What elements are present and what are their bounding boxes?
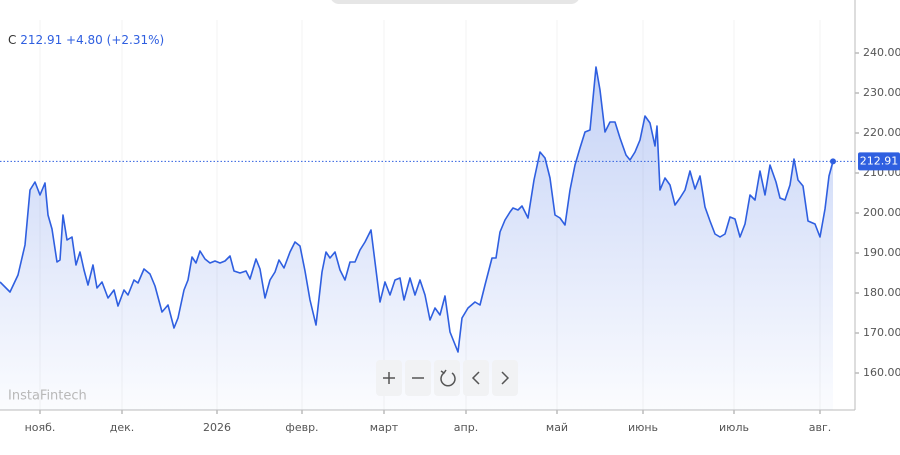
y-tick-label: 180.00: [863, 286, 900, 299]
x-tick-label: апр.: [454, 421, 478, 434]
quote-header: C 212.91 +4.80 (+2.31%): [8, 33, 164, 47]
price-tag: [858, 152, 900, 171]
y-tick-label: 190.00: [863, 246, 900, 259]
top-bar: [331, 0, 579, 4]
area: [0, 67, 833, 410]
reset-button[interactable]: [434, 360, 460, 396]
last-point: [830, 158, 836, 165]
y-tick-label: 170.00: [863, 326, 900, 339]
x-tick-label: февр.: [285, 421, 318, 434]
x-tick-label: дек.: [110, 421, 135, 434]
zoom-controls: [376, 360, 518, 396]
y-tick-label: 240.00: [863, 46, 900, 59]
x-tick-label: 2026: [203, 421, 231, 434]
y-tick-label: 160.00: [863, 366, 900, 379]
y-tick-label: 220.00: [863, 126, 900, 139]
scroll-left-button[interactable]: [463, 360, 489, 396]
symbol: C: [8, 33, 16, 47]
watermark: InstaFintech: [8, 389, 87, 404]
change: +4.80 (+2.31%): [66, 33, 164, 47]
y-tick-label: 200.00: [863, 206, 900, 219]
x-tick-label: июнь: [628, 421, 658, 434]
x-tick-label: май: [546, 421, 568, 434]
line: [0, 66, 834, 353]
price: 212.91: [20, 33, 62, 47]
x-tick-label: март: [370, 421, 399, 434]
x-tick-label: июль: [719, 421, 749, 434]
zoom-out-button[interactable]: [405, 360, 431, 396]
x-tick-label: авг.: [809, 421, 832, 434]
zoom-in-button[interactable]: [376, 360, 402, 396]
scroll-right-button[interactable]: [492, 360, 518, 396]
plot: 160.00170.00180.00190.00200.00210.00220.…: [0, 0, 900, 434]
x-tick-label: нояб.: [25, 421, 56, 434]
y-tick-label: 230.00: [863, 86, 900, 99]
price-tag-label: 212.91: [860, 154, 899, 167]
